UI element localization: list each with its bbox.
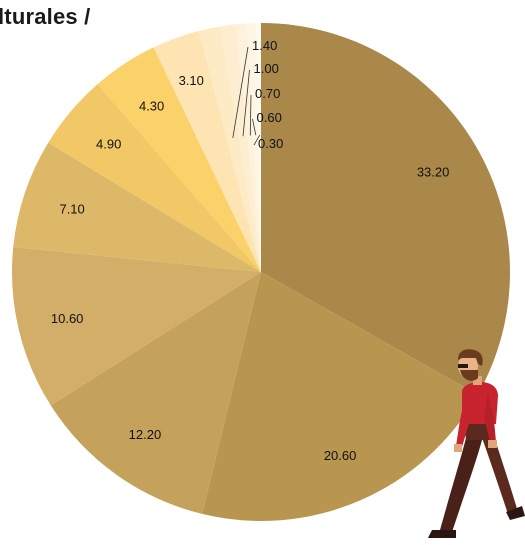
slice-label: 1.40 — [252, 38, 277, 53]
leader-line — [249, 94, 252, 136]
front-hand — [488, 440, 497, 448]
back-shoe — [428, 530, 456, 538]
slice-label: 10.60 — [51, 311, 84, 326]
slice-label: 33.20 — [417, 165, 450, 180]
slice-label: 0.70 — [255, 86, 280, 101]
back-hand — [454, 444, 462, 452]
pie-slice-10-60 — [11, 247, 262, 406]
pie-slice-1-40 — [199, 26, 261, 272]
slice-label: 3.10 — [179, 73, 204, 88]
pie-slice-3-10 — [153, 30, 261, 273]
pie-slice-0-60 — [246, 23, 261, 272]
pie-slices — [11, 23, 511, 521]
slice-label: 1.00 — [254, 61, 279, 76]
slice-label: 20.60 — [324, 448, 357, 463]
pie-slice-0-70 — [236, 23, 261, 273]
slice-label: 4.90 — [96, 137, 121, 152]
slice-label: 0.60 — [257, 110, 282, 125]
walking-man-illustration — [428, 349, 525, 538]
slice-label: 4.30 — [139, 99, 164, 114]
hair — [458, 349, 483, 366]
pie-slice-4-90 — [48, 84, 262, 272]
front-leg — [480, 430, 518, 520]
front-shoe — [506, 506, 525, 520]
pie-slice-20-60 — [202, 272, 478, 521]
glasses — [458, 364, 468, 368]
chart-title: lturales / — [0, 4, 91, 29]
leader-line — [253, 134, 261, 146]
pie-slice-4-30 — [97, 47, 261, 272]
leader-line — [242, 69, 250, 137]
pie-slice-0-30 — [256, 23, 261, 272]
pie-slice-12-20 — [50, 272, 262, 514]
front-arm — [484, 392, 496, 442]
pie-slice-7-10 — [13, 142, 261, 272]
leader-lines — [232, 46, 261, 146]
back-arm — [456, 392, 470, 447]
neck — [473, 376, 482, 385]
leader-line — [232, 46, 249, 139]
back-leg — [440, 430, 482, 532]
pie-slice-1-00 — [220, 24, 261, 272]
slice-labels: 33.20 20.60 12.20 10.60 7.10 4.90 4.30 3.10 1.40… — [51, 38, 449, 463]
slice-label: 7.10 — [59, 202, 84, 217]
slice-label: 0.30 — [258, 136, 283, 151]
slice-label: 12.20 — [129, 427, 162, 442]
beard — [460, 370, 478, 381]
pie-slice-33-20 — [261, 23, 511, 395]
leader-line — [252, 118, 257, 136]
